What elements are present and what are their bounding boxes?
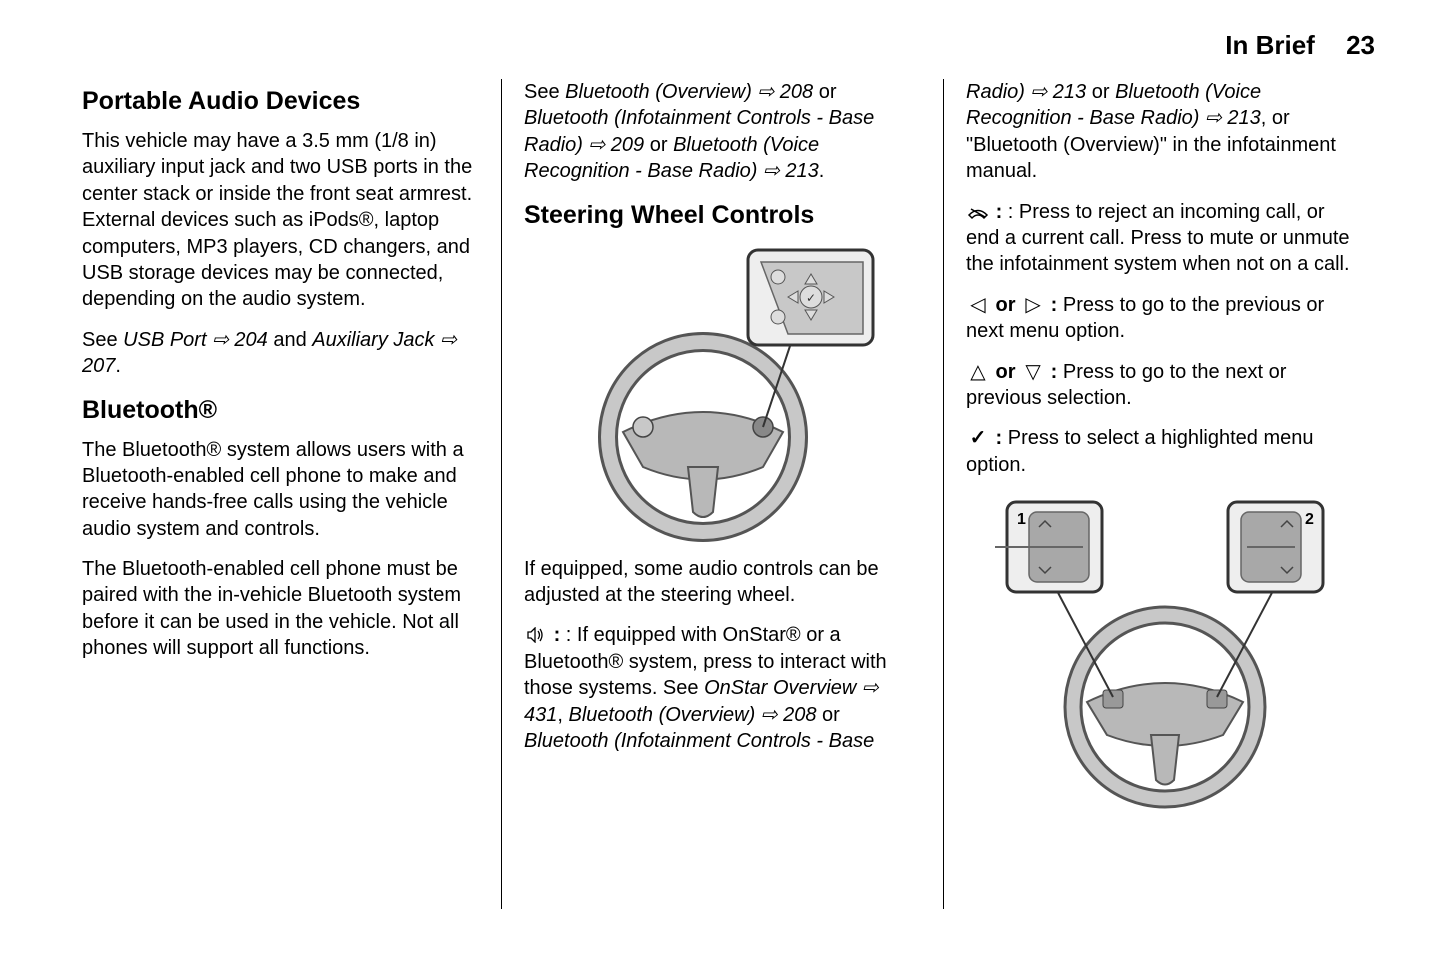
para-bt-refs-cont: Radio) ⇨ 213 or Bluetooth (Voice Recogni… (966, 79, 1363, 185)
para-bluetooth-pair: The Bluetooth-enabled cell phone must be… (82, 556, 479, 662)
hangup-icon (966, 199, 990, 225)
down-icon: ▽ (1021, 359, 1045, 385)
para-voice-button: : : If equipped with OnStar® or a Blueto… (524, 622, 921, 754)
figure-steering-wheel-1: ✓ (563, 242, 883, 542)
para-bluetooth-desc: The Bluetooth® system allows users with … (82, 437, 479, 543)
column-1: Portable Audio Devices This vehicle may … (60, 79, 501, 909)
svg-text:1: 1 (1017, 511, 1026, 528)
para-bt-refs: See Bluetooth (Overview) ⇨ 208 or Blueto… (524, 79, 921, 185)
para-up-down: △ or ▽ : Press to go to the next or prev… (966, 359, 1363, 412)
up-icon: △ (966, 359, 990, 385)
section-title: In Brief (1225, 30, 1315, 60)
ref-bt-ov2: Bluetooth (Overview) ⇨ 208 (569, 704, 817, 726)
column-3: Radio) ⇨ 213 or Bluetooth (Voice Recogni… (943, 79, 1385, 909)
ref-bt-ctrl2: Bluetooth (Infotainment Controls - Base (524, 730, 874, 752)
left-icon: ◁ (966, 292, 990, 318)
page-header: In Brief 23 (60, 30, 1385, 61)
content-columns: Portable Audio Devices This vehicle may … (60, 79, 1385, 909)
check-icon: ✓ (966, 425, 990, 451)
para-usb-ref: See USB Port ⇨ 204 and Auxiliary Jack ⇨ … (82, 327, 479, 380)
ref-bt-overview: Bluetooth (Overview) ⇨ 208 (565, 81, 813, 103)
ref-usb-port: USB Port ⇨ 204 (123, 329, 268, 351)
para-steering-desc: If equipped, some audio controls can be … (524, 556, 921, 609)
svg-text:✓: ✓ (805, 291, 815, 305)
voice-icon (524, 622, 548, 648)
para-check: ✓ : Press to select a highlighted menu o… (966, 425, 1363, 478)
para-left-right: ◁ or ▷ : Press to go to the previous or … (966, 292, 1363, 345)
column-2: See Bluetooth (Overview) ⇨ 208 or Blueto… (501, 79, 943, 909)
figure-steering-wheel-2: 1 2 (995, 492, 1335, 812)
para-hangup: : : Press to reject an incoming call, or… (966, 199, 1363, 278)
ref-radio: Radio) ⇨ 213 (966, 81, 1086, 103)
heading-bluetooth: Bluetooth® (82, 394, 479, 427)
svg-text:2: 2 (1305, 511, 1314, 528)
heading-steering-controls: Steering Wheel Controls (524, 199, 921, 232)
para-audio-desc: This vehicle may have a 3.5 mm (1/8 in) … (82, 128, 479, 313)
page-number: 23 (1346, 30, 1375, 60)
right-icon: ▷ (1021, 292, 1045, 318)
heading-portable-audio: Portable Audio Devices (82, 85, 479, 118)
